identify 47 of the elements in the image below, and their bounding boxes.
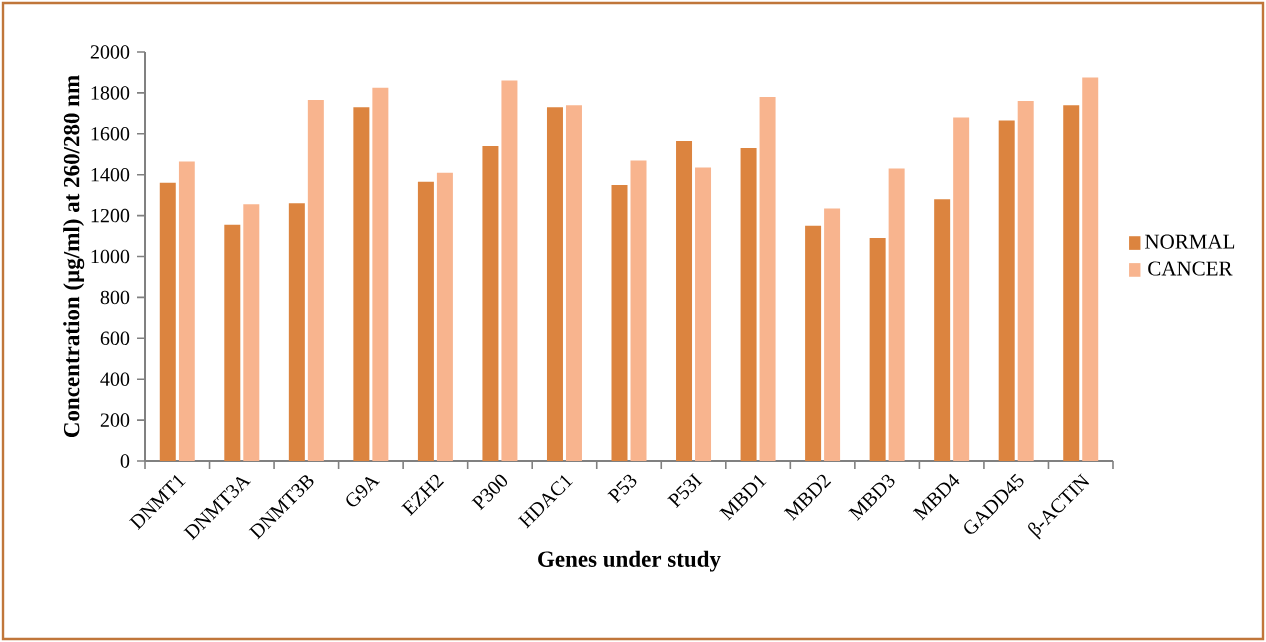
bar	[436, 172, 453, 461]
bar	[869, 238, 886, 461]
y-tick-label: 1400	[91, 167, 130, 182]
bar	[372, 87, 389, 461]
bar	[934, 199, 951, 461]
x-axis-title: Genes under study	[538, 550, 721, 572]
x-tick-label: P53	[607, 474, 637, 504]
bar	[178, 161, 195, 461]
bar	[1017, 101, 1034, 461]
bar	[630, 160, 647, 461]
y-tick-label: 0	[120, 454, 130, 468]
bar	[611, 184, 628, 461]
bar	[1082, 77, 1099, 461]
y-tick-label: 1000	[91, 249, 130, 264]
bar	[501, 80, 518, 461]
bar	[888, 168, 905, 461]
bar	[805, 225, 822, 461]
bar	[1063, 105, 1080, 461]
bar	[824, 208, 841, 461]
bar	[417, 181, 434, 461]
legend-label: NORMAL	[1145, 234, 1235, 249]
y-tick-label: 400	[100, 372, 130, 386]
bar	[740, 148, 757, 461]
bar	[546, 107, 563, 461]
bar	[695, 167, 712, 461]
bar	[243, 204, 260, 461]
bar	[759, 96, 776, 461]
bar	[998, 120, 1015, 461]
bar	[482, 146, 499, 461]
bar	[159, 182, 176, 461]
y-tick-label: 1800	[91, 86, 130, 100]
bar	[565, 105, 582, 461]
y-tick-label: 1600	[91, 127, 130, 141]
bar	[307, 100, 324, 461]
bar	[676, 140, 693, 461]
legend-label: CANCER	[1148, 261, 1233, 276]
x-tick-label: G9A	[346, 476, 381, 507]
y-tick-label: 200	[100, 413, 130, 427]
y-axis-title: Concentration (µg/ml) at 260/280 nm	[63, 75, 85, 438]
bar	[224, 224, 241, 461]
y-tick-label: 800	[100, 290, 130, 305]
bar	[288, 203, 305, 461]
bar	[353, 107, 370, 461]
y-tick-label: 1200	[91, 208, 130, 223]
y-tick-label: 600	[100, 331, 130, 346]
bar	[953, 117, 970, 461]
y-tick-label: 2000	[90, 45, 130, 59]
